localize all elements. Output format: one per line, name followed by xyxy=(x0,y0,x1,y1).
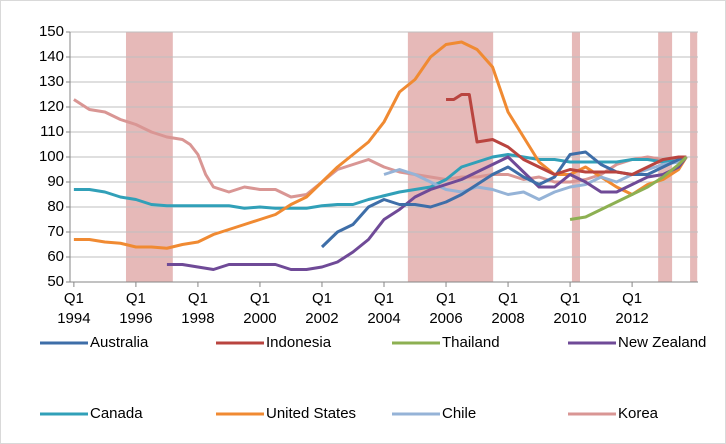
legend-label: Australia xyxy=(90,334,149,351)
x-tick-label: Q1 2006 xyxy=(429,290,463,327)
y-tick-label: 60 xyxy=(47,248,64,265)
y-tick-label: 150 xyxy=(39,23,64,40)
legend-label: New Zealand xyxy=(618,334,706,351)
y-tick-label: 80 xyxy=(47,198,64,215)
legend-label: United States xyxy=(266,405,356,422)
x-tick-label: Q1 2000 xyxy=(243,290,277,327)
legend-label: Indonesia xyxy=(266,334,332,351)
x-tick-label: Q1 2008 xyxy=(491,290,525,327)
x-tick-label: Q1 1996 xyxy=(119,290,153,327)
y-tick-label: 140 xyxy=(39,48,64,65)
y-tick-label: 110 xyxy=(40,123,64,140)
y-tick-label: 50 xyxy=(47,273,64,290)
y-tick-label: 120 xyxy=(39,98,64,115)
legend-label: Canada xyxy=(90,405,143,422)
y-tick-label: 70 xyxy=(47,223,64,240)
y-tick-label: 130 xyxy=(39,73,64,90)
x-tick-label: Q1 2012 xyxy=(615,290,649,327)
legend-label: Thailand xyxy=(442,334,500,351)
series-line xyxy=(73,40,688,250)
legend-label: Chile xyxy=(442,405,476,422)
legend-label: Korea xyxy=(618,405,659,422)
x-tick-label: Q1 2010 xyxy=(553,290,587,327)
series-line xyxy=(73,98,687,199)
y-tick-label: 100 xyxy=(39,148,64,165)
x-tick-label: Q1 1998 xyxy=(181,290,215,327)
series-line xyxy=(446,93,687,176)
x-tick-label: Q1 2002 xyxy=(305,290,339,327)
series-line xyxy=(569,155,688,221)
x-tick-label: Q1 2004 xyxy=(367,290,401,327)
series-line xyxy=(166,155,688,271)
series-line xyxy=(383,155,688,201)
x-tick-label: Q1 1994 xyxy=(57,290,91,327)
y-tick-label: 90 xyxy=(47,173,64,190)
